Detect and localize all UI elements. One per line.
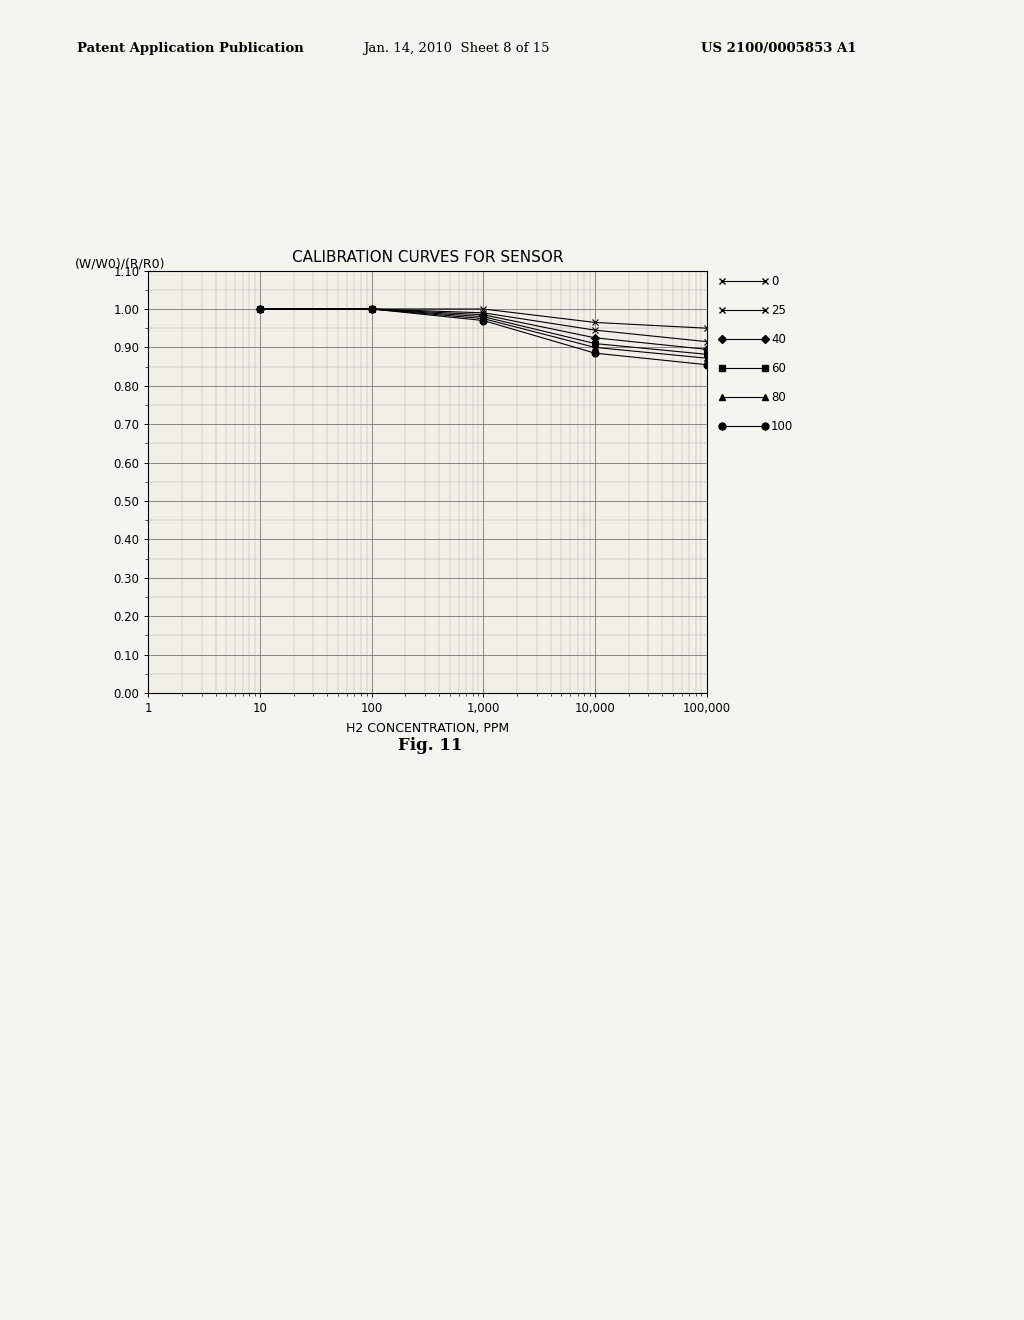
80: [477, 310, 489, 326]
0: [254, 301, 266, 317]
0: [477, 301, 489, 317]
Line: 60: 60: [257, 306, 710, 358]
80: [366, 301, 378, 317]
80: [254, 301, 266, 317]
25: [700, 334, 713, 350]
Text: 60: 60: [771, 362, 786, 375]
80: [700, 350, 713, 366]
Text: US 2100/0005853 A1: US 2100/0005853 A1: [701, 42, 857, 55]
Line: 40: 40: [257, 306, 710, 352]
25: [366, 301, 378, 317]
25: [589, 322, 601, 338]
80: [589, 339, 601, 355]
Text: 40: 40: [771, 333, 786, 346]
60: [700, 346, 713, 362]
Text: Patent Application Publication: Patent Application Publication: [77, 42, 303, 55]
100: [589, 346, 601, 362]
Line: 25: 25: [257, 305, 710, 345]
60: [589, 335, 601, 351]
100: [254, 301, 266, 317]
100: [366, 301, 378, 317]
X-axis label: H2 CONCENTRATION, PPM: H2 CONCENTRATION, PPM: [346, 722, 509, 735]
25: [477, 305, 489, 321]
Text: Fig. 11: Fig. 11: [398, 738, 462, 754]
Line: 80: 80: [257, 306, 710, 360]
40: [700, 342, 713, 358]
25: [254, 301, 266, 317]
Line: 0: 0: [257, 305, 710, 331]
100: [700, 356, 713, 372]
40: [254, 301, 266, 317]
60: [366, 301, 378, 317]
Text: (W/W0)/(R/R0): (W/W0)/(R/R0): [75, 257, 165, 271]
60: [254, 301, 266, 317]
Text: 25: 25: [771, 304, 786, 317]
0: [700, 321, 713, 337]
100: [477, 313, 489, 329]
Text: 0: 0: [771, 275, 778, 288]
40: [589, 330, 601, 346]
0: [589, 314, 601, 330]
40: [477, 306, 489, 322]
Text: 100: 100: [771, 420, 794, 433]
0: [366, 301, 378, 317]
Title: CALIBRATION CURVES FOR SENSOR: CALIBRATION CURVES FOR SENSOR: [292, 251, 563, 265]
40: [366, 301, 378, 317]
60: [477, 309, 489, 325]
Line: 100: 100: [257, 305, 710, 368]
Text: Jan. 14, 2010  Sheet 8 of 15: Jan. 14, 2010 Sheet 8 of 15: [364, 42, 550, 55]
Text: 80: 80: [771, 391, 785, 404]
